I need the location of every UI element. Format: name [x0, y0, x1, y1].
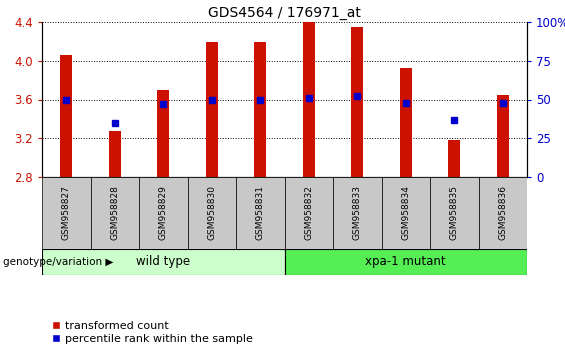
- Text: genotype/variation ▶: genotype/variation ▶: [3, 257, 113, 267]
- Bar: [303, 22, 315, 177]
- Bar: [60, 55, 72, 177]
- Bar: [254, 42, 266, 177]
- Bar: [448, 140, 460, 177]
- Text: GSM958830: GSM958830: [207, 185, 216, 240]
- Bar: [333, 177, 381, 249]
- Text: GSM958829: GSM958829: [159, 185, 168, 240]
- Bar: [479, 177, 527, 249]
- Bar: [381, 177, 430, 249]
- Text: GSM958835: GSM958835: [450, 185, 459, 240]
- Text: xpa-1 mutant: xpa-1 mutant: [366, 256, 446, 268]
- Bar: [139, 177, 188, 249]
- Text: GSM958833: GSM958833: [353, 185, 362, 240]
- Text: GSM958828: GSM958828: [110, 185, 119, 240]
- Text: GSM958834: GSM958834: [401, 185, 410, 240]
- Legend: transformed count, percentile rank within the sample: transformed count, percentile rank withi…: [47, 316, 258, 348]
- Bar: [285, 177, 333, 249]
- Text: GSM958832: GSM958832: [304, 185, 313, 240]
- Bar: [188, 177, 236, 249]
- Bar: [157, 90, 170, 177]
- Bar: [399, 68, 412, 177]
- Bar: [42, 249, 285, 275]
- Text: GSM958831: GSM958831: [256, 185, 265, 240]
- Bar: [497, 95, 509, 177]
- Text: wild type: wild type: [136, 256, 190, 268]
- Text: GSM958827: GSM958827: [62, 185, 71, 240]
- Bar: [430, 177, 479, 249]
- Bar: [90, 177, 139, 249]
- Bar: [206, 42, 218, 177]
- Bar: [351, 27, 363, 177]
- Title: GDS4564 / 176971_at: GDS4564 / 176971_at: [208, 6, 361, 19]
- Bar: [236, 177, 285, 249]
- Text: GSM958836: GSM958836: [498, 185, 507, 240]
- Bar: [42, 177, 90, 249]
- Bar: [285, 249, 527, 275]
- Bar: [108, 131, 121, 177]
